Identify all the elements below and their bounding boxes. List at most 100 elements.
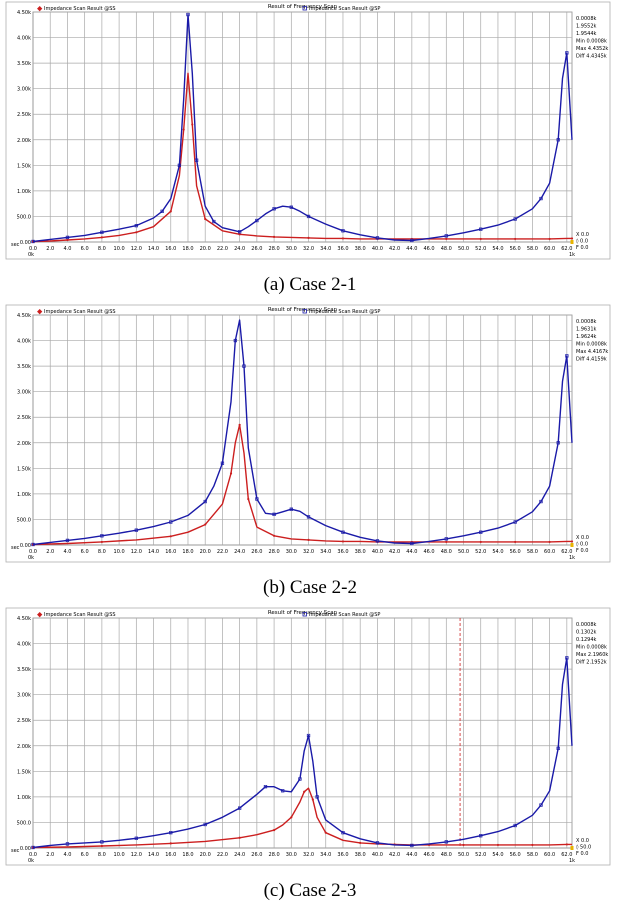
y-tick-label: 3.50k — [17, 667, 31, 673]
x-tick-label: 48.0 — [441, 852, 452, 858]
data-point-ss — [565, 843, 568, 846]
legend-label-sp: Impedance Scan Result @SP — [309, 309, 380, 315]
x-tick-label: 24.0 — [234, 852, 245, 858]
x-tick-label: 14.0 — [148, 852, 159, 858]
x-tick-label: 52.0 — [475, 852, 486, 858]
data-point-sp — [263, 785, 268, 789]
x-tick-label: 32.0 — [303, 246, 314, 252]
data-point-ss — [514, 540, 517, 544]
x-tick-label: 42.0 — [389, 852, 400, 858]
data-point-ss — [238, 423, 241, 426]
data-point-sp — [289, 205, 293, 209]
readout-value: Diff 4.4345k — [576, 54, 607, 60]
data-point-ss — [341, 540, 345, 543]
x-tick-label: 0.0 — [29, 852, 37, 858]
y-tick-label: 4.00k — [17, 339, 31, 345]
x-tick-label: 18.0 — [182, 549, 193, 555]
legend-marker-ss: ◆ — [37, 308, 43, 316]
data-point-sp — [375, 539, 380, 543]
x-tick-label: 50.0 — [458, 852, 469, 858]
data-point-sp — [479, 834, 483, 838]
x-tick-label: 52.0 — [475, 549, 486, 555]
x-tick-label: 42.0 — [389, 246, 400, 252]
x-tick-label: 60.0 — [544, 852, 555, 858]
readout-value: 0.0008k — [576, 622, 596, 628]
x-tick-label: 58.0 — [527, 246, 538, 252]
x-tick-label: 6.0 — [81, 246, 89, 252]
x-tick-label: 62.0 — [561, 246, 572, 252]
x-tick-label: 12.0 — [131, 246, 142, 252]
plot-area — [32, 617, 573, 849]
readout-value: Min 0.0008k — [576, 342, 607, 348]
data-point-sp — [237, 230, 242, 234]
data-point-sp — [186, 12, 190, 17]
data-point-sp — [31, 845, 35, 850]
legend-marker-ss: ◆ — [37, 611, 43, 619]
x-tick-label: 28.0 — [269, 852, 280, 858]
series-line-sp — [32, 13, 573, 243]
x-tick-label: 24.0 — [234, 549, 245, 555]
data-point-ss — [307, 236, 310, 240]
x-axis-end-label: 1k — [569, 858, 575, 864]
data-point-sp — [444, 537, 448, 541]
x-tick-label: 42.0 — [389, 549, 400, 555]
y-tick-label: 2.50k — [17, 718, 31, 724]
data-point-ss — [272, 235, 276, 238]
data-point-sp — [242, 364, 246, 368]
data-point-sp — [513, 823, 517, 828]
x-tick-label: 26.0 — [251, 246, 262, 252]
data-point-ss — [359, 841, 362, 844]
x-tick-label: 32.0 — [303, 852, 314, 858]
data-point-ss — [272, 534, 276, 537]
data-point-sp — [100, 230, 104, 234]
y-tick-label: 4.50k — [17, 10, 31, 16]
readout-value: 0.1302k — [576, 630, 596, 636]
figure-caption: (a) Case 2-1 — [264, 274, 357, 295]
legend-label-sp: Impedance Scan Result @SP — [309, 612, 380, 618]
data-point-ss — [169, 535, 172, 538]
x-tick-label: 10.0 — [114, 852, 125, 858]
data-point-sp — [556, 138, 560, 142]
data-point-ss — [341, 237, 345, 240]
readout-value: 1.9624k — [576, 334, 596, 340]
readout-bottom-value: X 0.0 — [576, 535, 589, 541]
x-tick-label: 26.0 — [251, 852, 262, 858]
x-tick-label: 38.0 — [355, 852, 366, 858]
data-point-sp — [31, 542, 35, 547]
x-axis-start-label: 0k — [28, 555, 34, 561]
data-point-sp — [565, 354, 569, 358]
data-point-ss — [247, 497, 250, 501]
x-tick-label: 20.0 — [200, 852, 211, 858]
data-point-ss — [496, 843, 500, 847]
y-tick-label: 2.00k — [17, 441, 31, 447]
data-point-sp — [410, 238, 414, 243]
data-point-ss — [204, 217, 207, 221]
x-tick-label: 46.0 — [423, 549, 434, 555]
readout-value: 1.9552k — [576, 24, 596, 30]
data-point-sp — [31, 239, 35, 244]
x-tick-label: 38.0 — [355, 549, 366, 555]
readout-value: Min 0.0008k — [576, 645, 607, 651]
data-point-sp — [220, 461, 225, 465]
data-point-ss — [548, 237, 551, 241]
x-tick-label: 26.0 — [251, 549, 262, 555]
x-tick-label: 12.0 — [131, 852, 142, 858]
x-tick-label: 4.0 — [63, 246, 71, 252]
plot-area — [32, 314, 573, 546]
legend-marker-sp — [302, 309, 307, 314]
data-point-sp — [410, 843, 414, 848]
x-tick-label: 8.0 — [98, 549, 106, 555]
data-point-sp — [565, 656, 569, 660]
data-point-sp — [479, 530, 483, 534]
x-tick-label: 22.0 — [217, 246, 228, 252]
readout-value: Diff 4.4159k — [576, 357, 607, 363]
x-tick-label: 36.0 — [337, 246, 348, 252]
y-tick-label: 2.00k — [17, 138, 31, 144]
readout-bottom-value: F 0.0 — [576, 548, 588, 554]
data-point-sp — [212, 219, 216, 224]
data-point-ss — [100, 236, 103, 239]
x-tick-label: 14.0 — [148, 549, 159, 555]
readout-value: Diff 2.1952k — [576, 660, 607, 666]
x-tick-label: 8.0 — [98, 852, 106, 858]
x-tick-label: 28.0 — [269, 549, 280, 555]
